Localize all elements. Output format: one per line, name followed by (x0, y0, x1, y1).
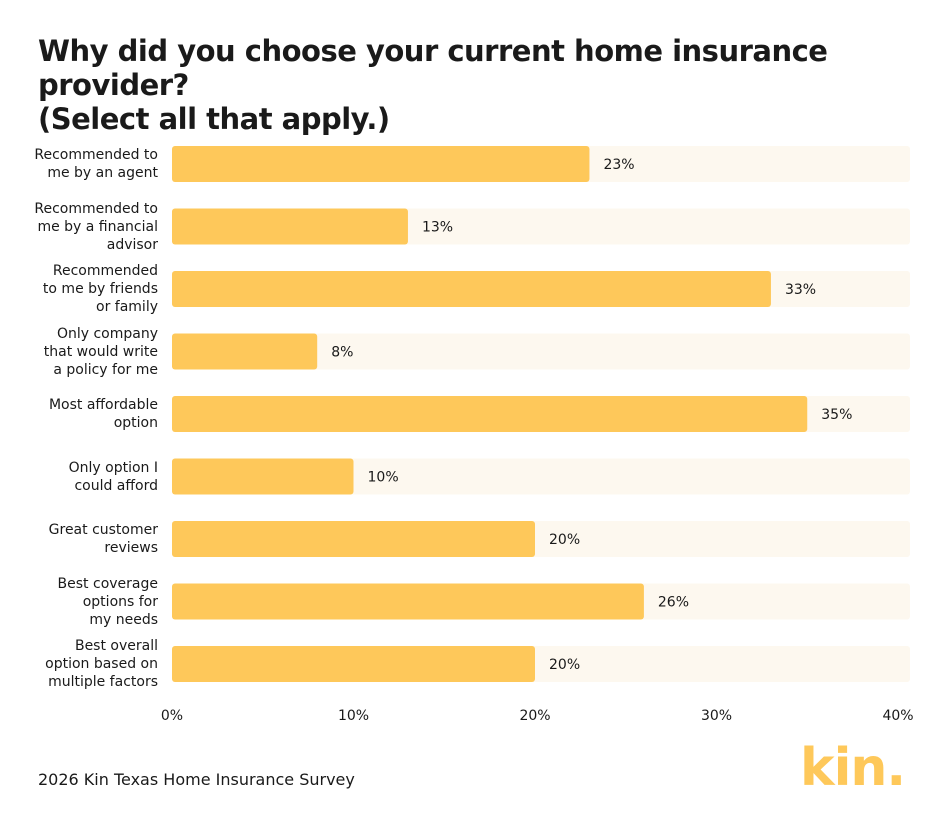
logo: kin. (800, 738, 906, 798)
bar-track (172, 333, 910, 370)
x-tick-label: 40% (882, 708, 913, 724)
bar (172, 521, 535, 557)
chart-title: Why did you choose your current home ins… (38, 34, 828, 136)
value-label: 8% (331, 345, 353, 361)
value-label: 20% (549, 532, 580, 548)
x-tick-label: 30% (701, 708, 732, 724)
category-label: Best overall option based on multiple fa… (45, 638, 158, 690)
category-label: Great customer reviews (48, 522, 158, 556)
bar (172, 583, 644, 620)
bar-track (172, 458, 910, 495)
x-tick-label: 0% (161, 708, 183, 724)
category-label: Recommended to me by friends or family (42, 263, 158, 315)
bar (172, 271, 771, 307)
value-label: 10% (368, 470, 399, 486)
value-label: 35% (821, 407, 852, 423)
bar (172, 646, 535, 682)
value-label: 20% (549, 657, 580, 673)
x-tick-label: 20% (519, 708, 550, 724)
category-label: Only option I could afford (68, 459, 158, 494)
value-label: 13% (422, 220, 453, 236)
category-label: Most affordable option (48, 397, 158, 431)
value-label: 33% (785, 282, 816, 298)
value-label: 26% (658, 595, 689, 611)
category-label: Only company that would write a policy f… (43, 325, 158, 378)
source-note: 2026 Kin Texas Home Insurance Survey (38, 770, 355, 789)
category-label: Recommended to me by an agent (34, 147, 158, 181)
category-label: Recommended to me by a financial advisor (34, 200, 158, 253)
bar (172, 396, 808, 432)
x-tick-label: 10% (338, 708, 369, 724)
bar (172, 208, 408, 245)
bar (172, 458, 354, 495)
bar (172, 333, 318, 370)
value-label: 23% (603, 157, 634, 173)
category-label: Best coverage options for my needs (57, 575, 158, 628)
bar (172, 146, 590, 182)
